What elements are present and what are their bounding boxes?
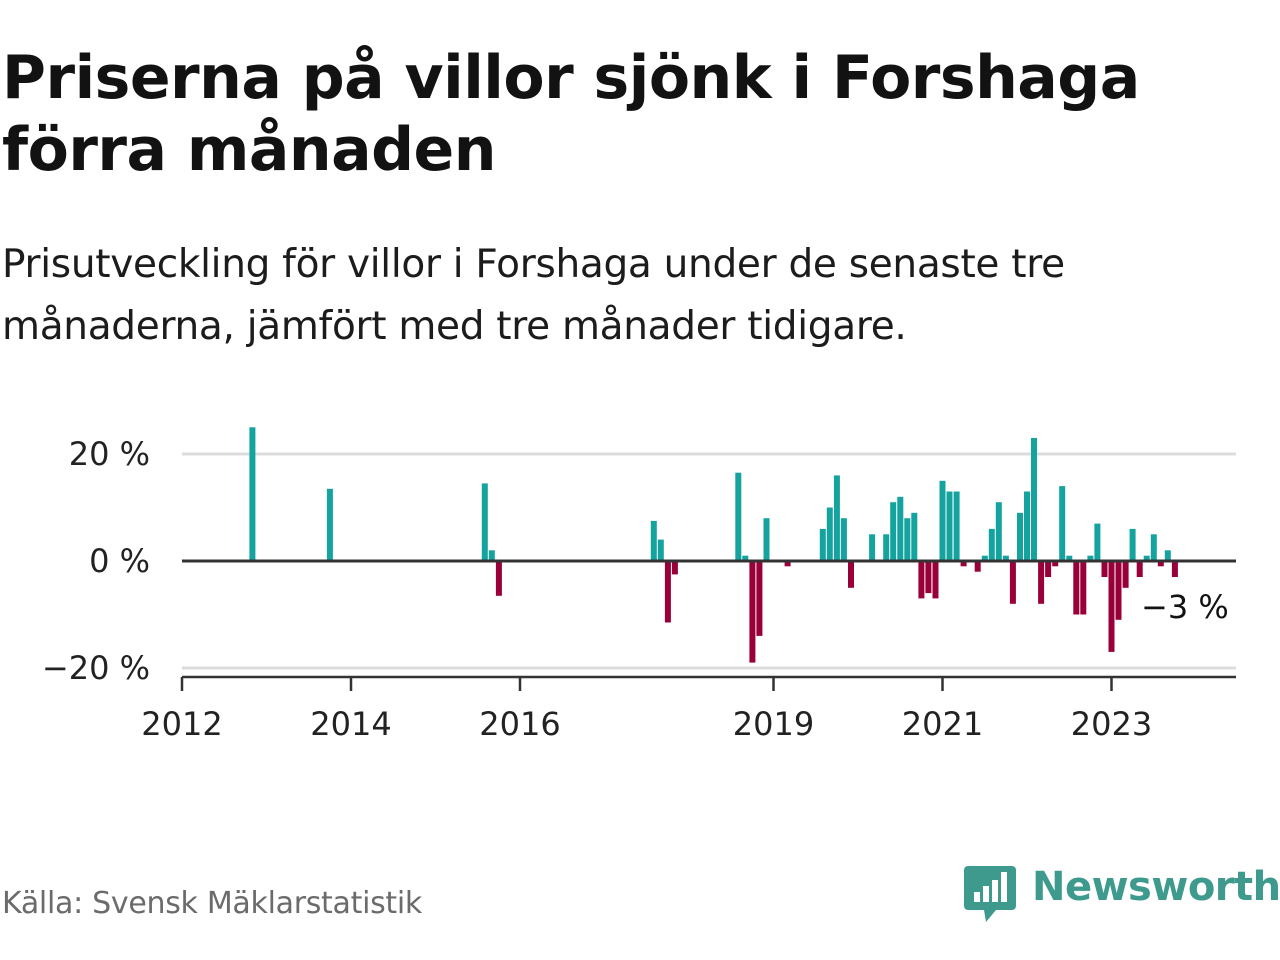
bar (1129, 528, 1136, 561)
bar (932, 561, 939, 599)
bar (1052, 561, 1059, 567)
x-tick-label: 2012 (141, 705, 222, 743)
bar (735, 472, 742, 561)
bar (1122, 561, 1129, 588)
bar (326, 488, 333, 561)
bar (671, 561, 678, 575)
bar (1080, 561, 1087, 615)
bar (848, 561, 854, 588)
bar (249, 427, 256, 562)
bar (1059, 486, 1066, 561)
bar (495, 561, 502, 596)
chart-title: Priserna på villor sjönk i Forshaga förr… (2, 43, 1140, 185)
bar (988, 528, 995, 561)
bar (1094, 523, 1101, 561)
bar (657, 539, 664, 561)
bar (1164, 550, 1171, 561)
chart-subtitle: Prisutveckling för villor i Forshaga und… (2, 242, 1065, 349)
bar (911, 512, 918, 561)
bar (897, 496, 904, 561)
gridlines: 20 % 0 % −20 % (42, 435, 1236, 687)
bar (1066, 555, 1073, 561)
bar (742, 555, 749, 561)
bar (939, 480, 946, 562)
source-note: Källa: Svensk Mäklarstatistik (2, 886, 423, 921)
bar (833, 475, 840, 561)
bar (1115, 561, 1122, 620)
bar (1024, 491, 1030, 561)
y-tick-label: −20 % (42, 649, 150, 687)
newsworthy-chart-bubble-icon (964, 866, 1016, 922)
bar (840, 518, 847, 561)
bar (1157, 561, 1164, 567)
bar (925, 561, 932, 594)
bar (763, 518, 770, 561)
bar (1171, 561, 1178, 577)
bar (1045, 561, 1052, 577)
y-tick-label: 20 % (69, 435, 150, 473)
bar (883, 534, 890, 562)
x-tick-label: 2023 (1071, 705, 1152, 743)
bar (1031, 438, 1037, 561)
bar (819, 528, 826, 561)
bar (904, 518, 911, 561)
bar (960, 561, 967, 567)
bar (890, 502, 897, 561)
x-tick-label: 2016 (479, 705, 560, 743)
bar (1150, 534, 1157, 562)
bar (869, 534, 876, 562)
bar-series (249, 427, 1178, 663)
bar (946, 491, 953, 561)
bar (981, 555, 988, 561)
bar (664, 561, 671, 623)
bar (1017, 512, 1023, 561)
x-tick-label: 2014 (310, 705, 391, 743)
bar (995, 502, 1002, 561)
bar (1136, 561, 1143, 577)
bar-chart: 20 % 0 % −20 % 2012 2014 2016 2019 2021 2023 −3… (42, 427, 1236, 743)
axes: 2012 2014 2016 2019 2021 2023 (141, 559, 1236, 743)
last-value-annotation: −3 % (1141, 588, 1229, 626)
brand-name: Newsworthy (1032, 864, 1280, 910)
x-tick-label: 2019 (733, 705, 814, 743)
bar (1009, 561, 1016, 604)
bar (1002, 555, 1009, 561)
bar (826, 507, 833, 561)
bar (974, 561, 981, 572)
bar (784, 561, 791, 567)
bar (1087, 555, 1094, 561)
bar (1101, 561, 1108, 577)
bar (1143, 555, 1150, 561)
bar (488, 550, 495, 561)
y-tick-label: 0 % (89, 542, 150, 580)
bar (1108, 561, 1115, 652)
bar (953, 491, 960, 561)
bar (918, 561, 925, 599)
bar (650, 520, 657, 561)
bar (756, 561, 763, 636)
bar (481, 483, 488, 561)
bar (1038, 561, 1045, 604)
bar (749, 561, 756, 663)
bar (1073, 561, 1080, 615)
x-tick-label: 2021 (902, 705, 983, 743)
